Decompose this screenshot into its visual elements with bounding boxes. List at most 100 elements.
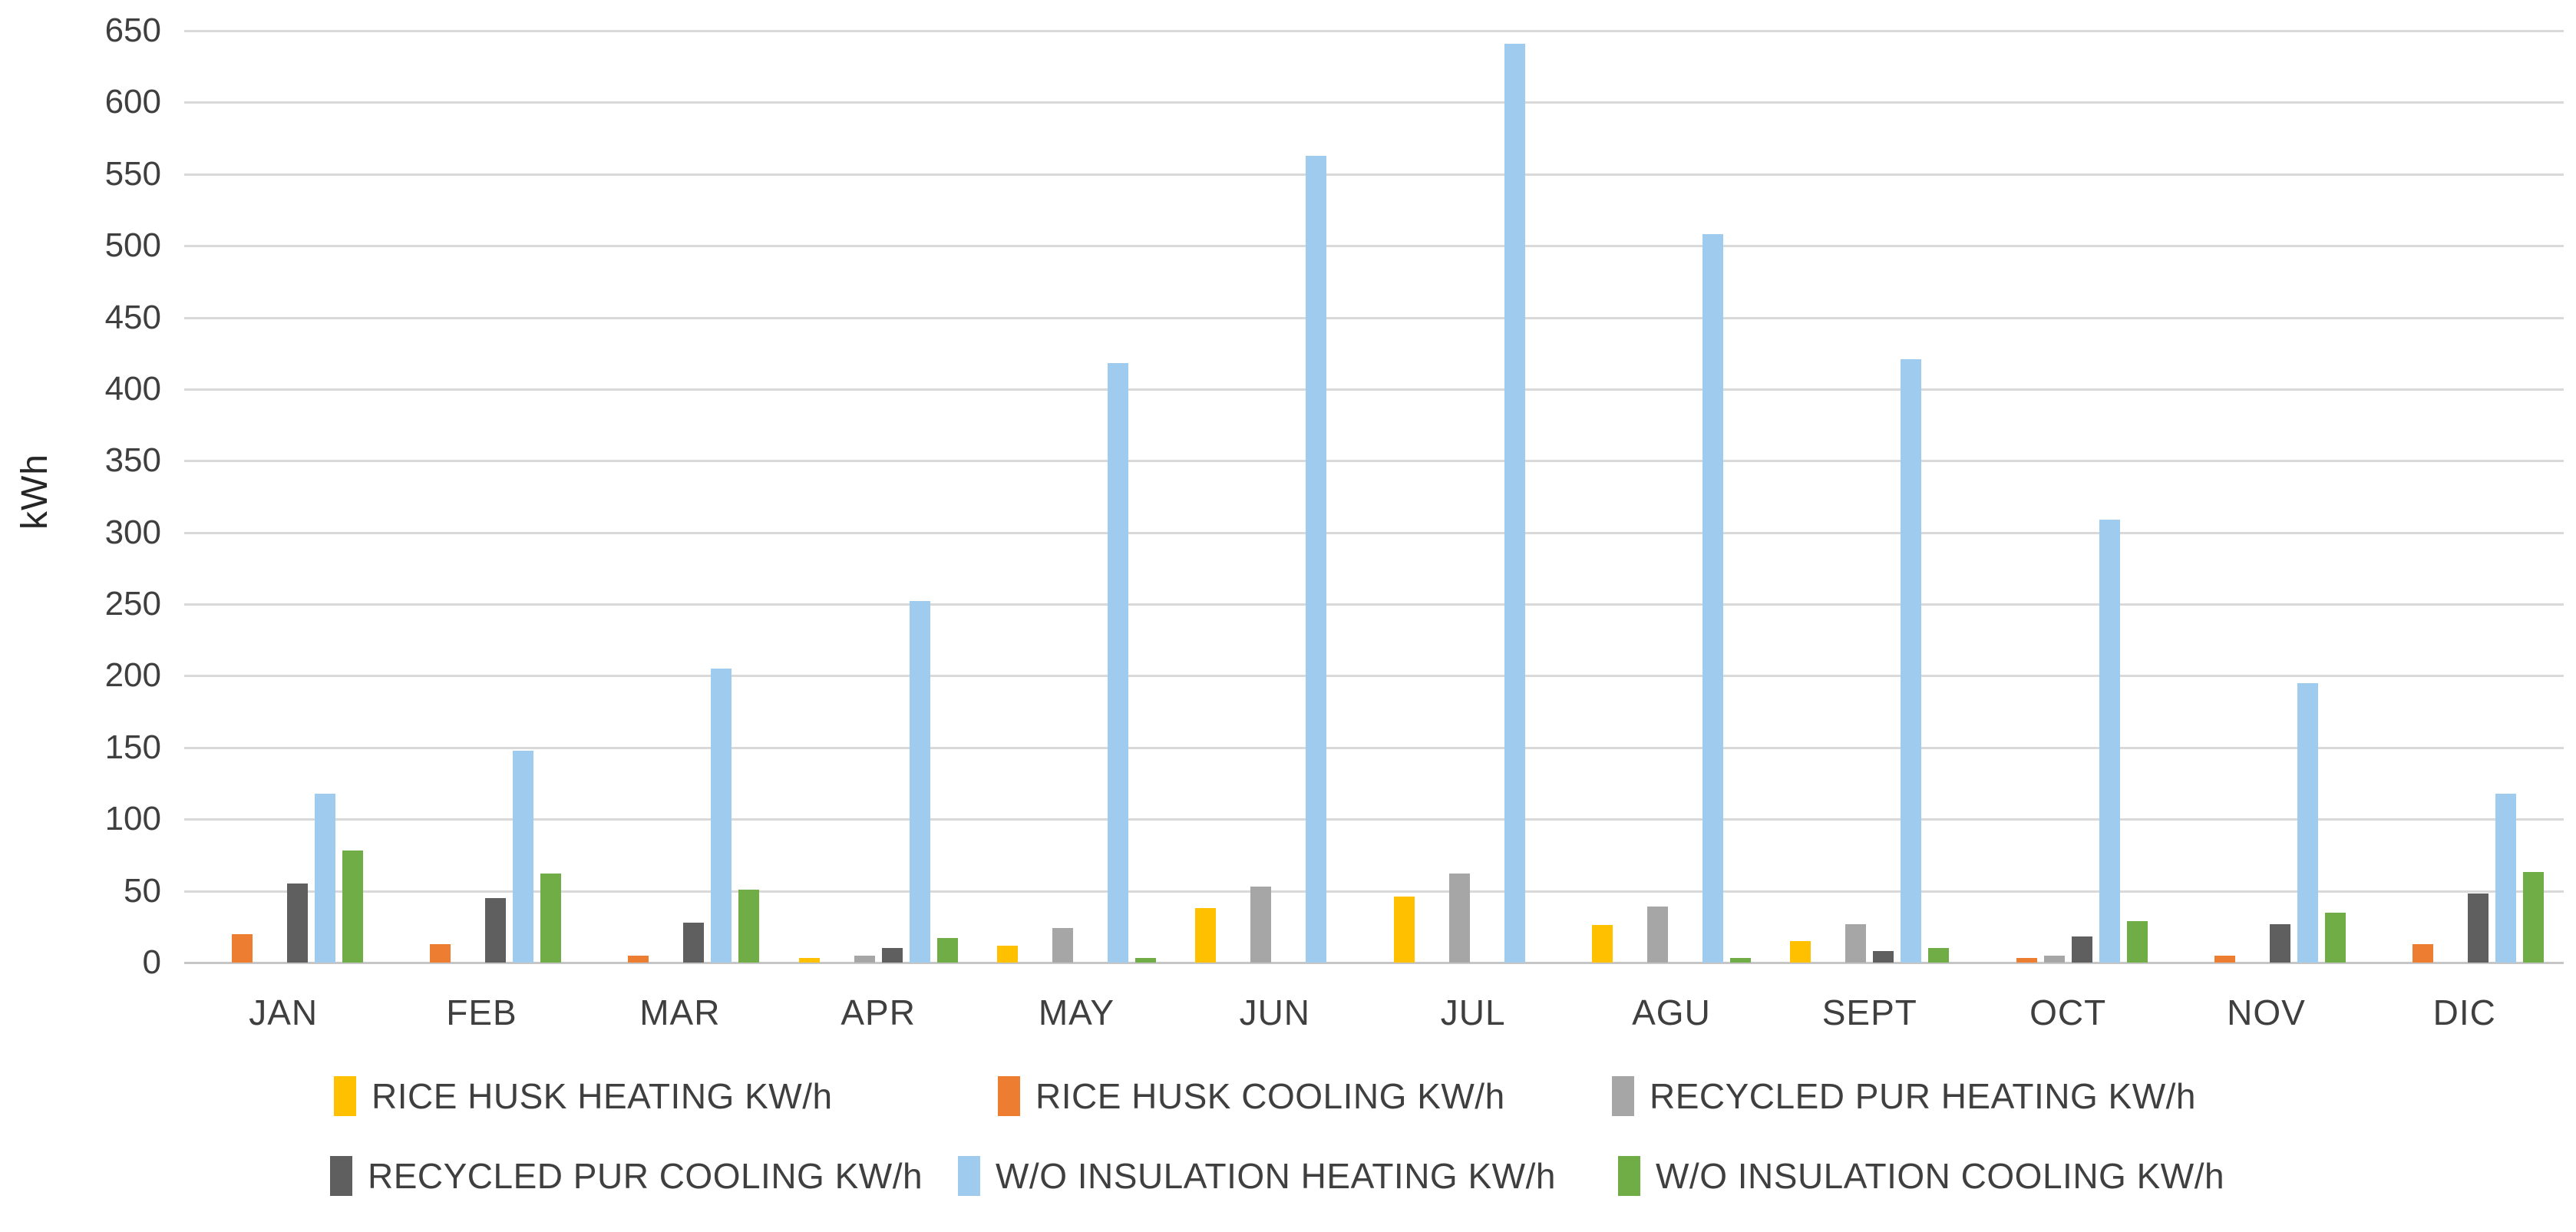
legend-label: W/O INSULATION COOLING KW/h: [1656, 1156, 2225, 1196]
x-label-mar: MAR: [639, 993, 721, 1032]
bar-w-o-insulation-cooling-kw-h-apr: [936, 938, 958, 963]
bar-group-jul: [1374, 31, 1572, 963]
bar-w-o-insulation-cooling-kw-h-oct: [2126, 920, 2148, 963]
bar-rice-husk-cooling-kw-h-oct: [2016, 958, 2037, 963]
bar-recycled-pur-cooling-kw-h-jan: [286, 884, 308, 963]
x-label-may: MAY: [1038, 993, 1115, 1032]
bar-w-o-insulation-heating-kw-h-apr: [909, 601, 930, 963]
gridline-400: [184, 388, 2564, 391]
bar-w-o-insulation-cooling-kw-h-feb: [540, 874, 561, 963]
legend-item-w-o-insulation-cooling-kw-h: W/O INSULATION COOLING KW/h: [1618, 1153, 2224, 1199]
x-label-jan: JAN: [249, 993, 319, 1032]
bar-group-agu: [1572, 31, 1770, 963]
bar-groups: [184, 31, 2564, 963]
y-tick-label-500: 500: [104, 226, 161, 265]
bar-rice-husk-cooling-kw-h-mar: [628, 955, 649, 963]
gridline-300: [184, 531, 2564, 534]
bar-w-o-insulation-cooling-kw-h-nov: [2324, 912, 2346, 963]
legend-item-w-o-insulation-heating-kw-h: W/O INSULATION HEATING KW/h: [958, 1153, 1556, 1199]
bar-recycled-pur-heating-kw-h-oct: [2043, 955, 2065, 963]
bar-w-o-insulation-heating-kw-h-agu: [1702, 234, 1723, 963]
bar-recycled-pur-heating-kw-h-sept: [1845, 923, 1867, 963]
x-label-sept: SEPT: [1821, 993, 1917, 1032]
bar-recycled-pur-heating-kw-h-jul: [1448, 874, 1470, 963]
y-tick-label-150: 150: [104, 728, 161, 766]
gridline-650: [184, 30, 2564, 32]
legend-swatch-icon: [998, 1076, 1020, 1116]
legend-label: RICE HUSK COOLING KW/h: [1035, 1076, 1505, 1116]
bar-recycled-pur-heating-kw-h-may: [1052, 928, 1073, 963]
bar-recycled-pur-cooling-kw-h-apr: [881, 948, 903, 963]
bar-w-o-insulation-heating-kw-h-sept: [1901, 358, 1922, 963]
bar-recycled-pur-heating-kw-h-apr: [854, 955, 875, 963]
y-tick-label-400: 400: [104, 369, 161, 408]
legend-item-recycled-pur-heating-kw-h: RECYCLED PUR HEATING KW/h: [1612, 1073, 2196, 1119]
y-tick-label-200: 200: [104, 656, 161, 695]
bar-w-o-insulation-heating-kw-h-nov: [2297, 682, 2318, 963]
x-label-jul: JUL: [1440, 993, 1506, 1032]
y-tick-label-650: 650: [104, 12, 161, 49]
legend-label: RECYCLED PUR HEATING KW/h: [1650, 1076, 2196, 1116]
gridline-100: [184, 818, 2564, 821]
bar-rice-husk-heating-kw-h-may: [996, 945, 1018, 963]
x-label-apr: APR: [841, 993, 916, 1032]
bar-w-o-insulation-heating-kw-h-oct: [2099, 519, 2120, 963]
bar-rice-husk-cooling-kw-h-jan: [231, 933, 253, 963]
bar-group-dic: [2366, 31, 2564, 963]
gridline-450: [184, 316, 2564, 319]
gridline-150: [184, 746, 2564, 749]
x-label-jun: JUN: [1239, 993, 1311, 1032]
bar-rice-husk-heating-kw-h-jul: [1393, 897, 1415, 963]
gridline-200: [184, 675, 2564, 678]
legend-label: RECYCLED PUR COOLING KW/h: [368, 1156, 923, 1196]
x-label-nov: NOV: [2227, 993, 2306, 1032]
bar-w-o-insulation-heating-kw-h-jun: [1306, 155, 1327, 963]
y-tick-label-450: 450: [104, 298, 161, 336]
bar-rice-husk-heating-kw-h-jun: [1195, 908, 1217, 963]
bar-group-jan: [184, 31, 382, 963]
bar-w-o-insulation-heating-kw-h-jan: [314, 793, 335, 963]
bar-recycled-pur-cooling-kw-h-feb: [484, 898, 506, 963]
bar-w-o-insulation-heating-kw-h-jul: [1504, 43, 1525, 963]
y-tick-label-0: 0: [142, 943, 161, 981]
bar-group-feb: [382, 31, 580, 963]
bar-recycled-pur-cooling-kw-h-nov: [2269, 923, 2290, 963]
gridline-500: [184, 245, 2564, 248]
bar-group-jun: [1176, 31, 1374, 963]
bar-w-o-insulation-heating-kw-h-may: [1107, 363, 1128, 963]
legend-label: W/O INSULATION HEATING KW/h: [996, 1156, 1556, 1196]
y-tick-label-600: 600: [104, 83, 161, 121]
gridline-550: [184, 173, 2564, 176]
gridline-250: [184, 603, 2564, 606]
bar-w-o-insulation-heating-kw-h-mar: [711, 669, 732, 963]
x-axis-category-labels: JAN FEB MAR APR MAY JUN JUL AGU SEPT OCT NOV DIC: [184, 992, 2564, 1033]
bar-rice-husk-cooling-kw-h-feb: [429, 943, 451, 963]
legend-swatch-icon: [334, 1076, 356, 1116]
legend-swatch-icon: [958, 1156, 980, 1196]
bar-w-o-insulation-cooling-kw-h-mar: [738, 889, 760, 963]
bar-recycled-pur-heating-kw-h-jun: [1250, 887, 1272, 963]
bar-w-o-insulation-cooling-kw-h-agu: [1729, 958, 1751, 963]
y-tick-label-350: 350: [104, 441, 161, 480]
bar-w-o-insulation-cooling-kw-h-jan: [342, 851, 363, 963]
bar-group-sept: [1771, 31, 1969, 963]
bar-w-o-insulation-heating-kw-h-dic: [2495, 793, 2517, 963]
gridline-350: [184, 460, 2564, 463]
bar-rice-husk-heating-kw-h-sept: [1790, 941, 1811, 963]
legend-label: RICE HUSK HEATING KW/h: [372, 1076, 833, 1116]
x-label-dic: DIC: [2432, 993, 2496, 1032]
plot-area: [184, 30, 2564, 964]
bar-rice-husk-heating-kw-h-apr: [798, 958, 820, 963]
x-label-oct: OCT: [2029, 993, 2107, 1032]
gridline-0: [184, 962, 2564, 964]
y-tick-label-300: 300: [104, 513, 161, 551]
bar-w-o-insulation-heating-kw-h-feb: [512, 750, 533, 963]
x-label-agu: AGU: [1632, 993, 1711, 1032]
bar-rice-husk-cooling-kw-h-dic: [2413, 943, 2434, 963]
bar-group-apr: [779, 31, 977, 963]
legend-item-recycled-pur-cooling-kw-h: RECYCLED PUR COOLING KW/h: [330, 1153, 923, 1199]
bar-group-oct: [1969, 31, 2167, 963]
bar-group-may: [977, 31, 1175, 963]
y-tick-label-100: 100: [104, 800, 161, 838]
